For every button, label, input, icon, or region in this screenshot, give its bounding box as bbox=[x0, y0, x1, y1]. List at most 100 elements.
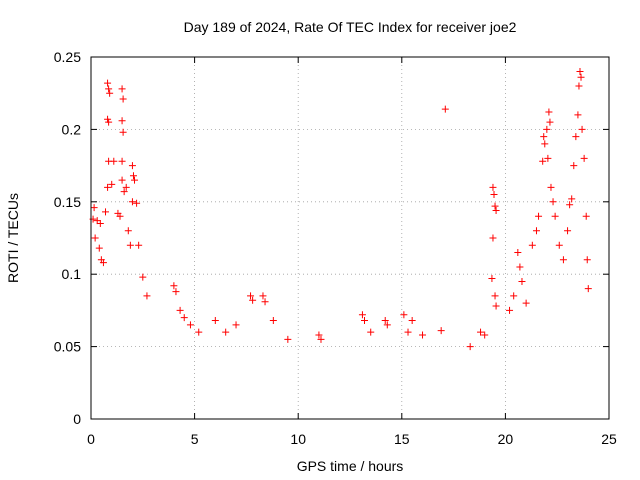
data-point bbox=[105, 118, 113, 126]
data-point bbox=[583, 256, 591, 264]
data-point bbox=[118, 157, 126, 165]
data-point bbox=[539, 157, 547, 165]
data-point bbox=[383, 321, 391, 329]
data-point bbox=[535, 212, 543, 220]
data-point bbox=[437, 327, 445, 335]
data-point bbox=[400, 311, 408, 319]
data-point bbox=[104, 115, 112, 123]
data-point bbox=[570, 162, 578, 170]
x-axis-label: GPS time / hours bbox=[297, 458, 404, 474]
data-point bbox=[122, 183, 130, 191]
data-point bbox=[575, 82, 583, 90]
data-point bbox=[119, 95, 127, 103]
data-point bbox=[580, 154, 588, 162]
data-point bbox=[261, 298, 269, 306]
data-point bbox=[317, 335, 325, 343]
data-point bbox=[566, 201, 574, 209]
data-point bbox=[90, 204, 98, 212]
data-point bbox=[358, 311, 366, 319]
data-point bbox=[269, 317, 277, 325]
data-point bbox=[577, 73, 585, 81]
data-point bbox=[118, 85, 126, 93]
data-point bbox=[315, 331, 323, 339]
data-point bbox=[232, 321, 240, 329]
data-point bbox=[91, 234, 99, 242]
grid-lines bbox=[91, 57, 609, 419]
data-point bbox=[180, 314, 188, 322]
data-point bbox=[543, 125, 551, 133]
data-point bbox=[489, 183, 497, 191]
data-points bbox=[89, 67, 592, 351]
data-point bbox=[119, 128, 127, 136]
data-point bbox=[466, 343, 474, 351]
data-point bbox=[172, 288, 180, 296]
data-point bbox=[564, 227, 572, 235]
data-point bbox=[126, 241, 134, 249]
data-point bbox=[259, 292, 267, 300]
y-tick-label: 0.25 bbox=[54, 49, 81, 65]
data-point bbox=[120, 188, 128, 196]
data-point bbox=[481, 331, 489, 339]
data-point bbox=[549, 198, 557, 206]
data-point bbox=[559, 256, 567, 264]
data-point bbox=[139, 273, 147, 281]
data-point bbox=[381, 317, 389, 325]
data-point bbox=[222, 328, 230, 336]
data-point bbox=[506, 306, 514, 314]
data-point bbox=[419, 331, 427, 339]
data-point bbox=[95, 244, 103, 252]
data-point bbox=[547, 183, 555, 191]
data-point bbox=[518, 277, 526, 285]
data-point bbox=[578, 125, 586, 133]
data-point bbox=[510, 292, 518, 300]
data-point bbox=[133, 199, 141, 207]
data-point bbox=[576, 67, 584, 75]
x-tick-label: 5 bbox=[191, 431, 199, 447]
data-point bbox=[491, 292, 499, 300]
x-tick-label: 20 bbox=[498, 431, 514, 447]
data-point bbox=[249, 296, 257, 304]
data-point bbox=[492, 206, 500, 214]
data-point bbox=[118, 176, 126, 184]
data-point bbox=[118, 117, 126, 125]
data-point bbox=[488, 275, 496, 283]
data-point bbox=[544, 154, 552, 162]
data-point bbox=[361, 317, 369, 325]
data-point bbox=[195, 328, 203, 336]
data-point bbox=[546, 118, 554, 126]
x-tick-label: 10 bbox=[290, 431, 306, 447]
data-point bbox=[124, 227, 132, 235]
data-point bbox=[582, 212, 590, 220]
axis-ticks: 0 5 10 15 20 25 0 0.05 0.1 0.15 0.2 0.25 bbox=[54, 49, 617, 447]
data-point bbox=[128, 198, 136, 206]
data-point bbox=[492, 302, 500, 310]
data-point bbox=[135, 241, 143, 249]
x-tick-label: 0 bbox=[87, 431, 95, 447]
data-point bbox=[170, 282, 178, 290]
data-point bbox=[102, 208, 110, 216]
data-point bbox=[93, 217, 101, 225]
data-point bbox=[490, 191, 498, 199]
data-point bbox=[477, 328, 485, 336]
y-axis-label: ROTI / TECUs bbox=[5, 193, 21, 283]
data-point bbox=[408, 317, 416, 325]
data-point bbox=[441, 105, 449, 113]
data-point bbox=[528, 241, 536, 249]
data-point bbox=[491, 202, 499, 210]
data-point bbox=[568, 195, 576, 203]
y-tick-label: 0.05 bbox=[54, 339, 81, 355]
data-point bbox=[105, 85, 113, 93]
data-point bbox=[551, 212, 559, 220]
x-tick-label: 25 bbox=[601, 431, 617, 447]
data-point bbox=[545, 108, 553, 116]
data-point bbox=[108, 180, 116, 188]
data-point bbox=[489, 234, 497, 242]
data-point bbox=[96, 220, 104, 228]
data-point bbox=[367, 328, 375, 336]
data-point bbox=[584, 285, 592, 293]
plot-frame bbox=[90, 56, 610, 420]
data-point bbox=[131, 176, 139, 184]
y-tick-label: 0.2 bbox=[62, 121, 82, 137]
data-point bbox=[541, 140, 549, 148]
data-point bbox=[284, 335, 292, 343]
